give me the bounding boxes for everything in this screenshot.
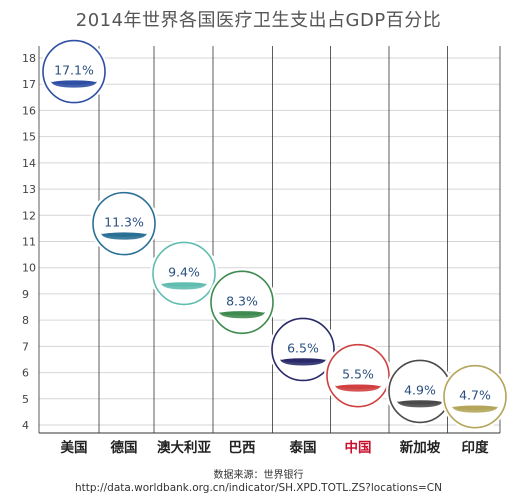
data-label: 4.7% (459, 388, 491, 403)
bubble (152, 241, 216, 306)
bubble-chart: 4 5 6 7 8 9 10 11 12 13 14 15 16 17 18 17.1% 美国 11.3% 德国 9.… (22, 39, 507, 456)
y-tick-label: 6 (22, 367, 29, 380)
chart-title: 2014年世界各国医疗卫生支出占GDP百分比 (75, 10, 442, 31)
bubble-fill-top (52, 80, 96, 85)
y-tick-label: 14 (22, 157, 36, 170)
y-tick-label: 18 (22, 52, 36, 65)
bubble-fill-top (102, 232, 146, 237)
data-label: 4.9% (404, 382, 436, 397)
x-tick-label: 德国 (111, 439, 138, 456)
x-tick-label: 巴西 (229, 440, 256, 456)
y-tick-label: 10 (22, 262, 36, 275)
bubble-fill-top (336, 384, 380, 389)
y-tick-label: 16 (22, 104, 36, 117)
y-tick-label: 7 (22, 340, 29, 353)
bubble (210, 270, 274, 335)
bubble-fill-top (453, 405, 497, 410)
bubble-fill-top (220, 311, 264, 316)
bubble (42, 39, 106, 104)
bubble (271, 317, 335, 382)
x-tick-label: 印度 (462, 439, 489, 456)
data-label: 6.5% (287, 340, 319, 355)
data-label: 9.4% (168, 264, 200, 279)
data-label: 8.3% (226, 293, 258, 308)
data-label: 11.3% (104, 215, 144, 230)
bubble (92, 191, 156, 256)
y-tick-label: 8 (22, 314, 29, 327)
x-tick-label: 澳大利亚 (157, 439, 211, 456)
y-tick-label: 12 (22, 209, 36, 222)
source-url[interactable]: http://data.worldbank.org.cn/indicator/S… (74, 482, 442, 494)
bubble (443, 364, 507, 429)
y-tick-label: 9 (22, 288, 29, 301)
x-tick-label: 中国 (345, 439, 372, 456)
source-label: 数据来源：世界银行 (213, 470, 304, 481)
y-tick-label: 11 (22, 236, 36, 249)
y-tick-label: 13 (22, 183, 36, 196)
bubble-fill-top (281, 358, 325, 363)
y-tick-label: 5 (22, 393, 29, 406)
bubble-fill-top (398, 400, 442, 405)
data-label: 5.5% (342, 367, 374, 382)
y-tick-label: 15 (22, 131, 36, 144)
data-label: 17.1% (54, 63, 94, 78)
y-tick-label: 17 (22, 78, 36, 91)
x-tick-label: 新加坡 (400, 439, 441, 456)
x-tick-label: 泰国 (289, 439, 317, 456)
bubble (326, 343, 390, 408)
x-tick-label: 美国 (61, 439, 88, 456)
bubble-fill-top (162, 282, 206, 287)
y-tick-label: 4 (22, 419, 29, 432)
